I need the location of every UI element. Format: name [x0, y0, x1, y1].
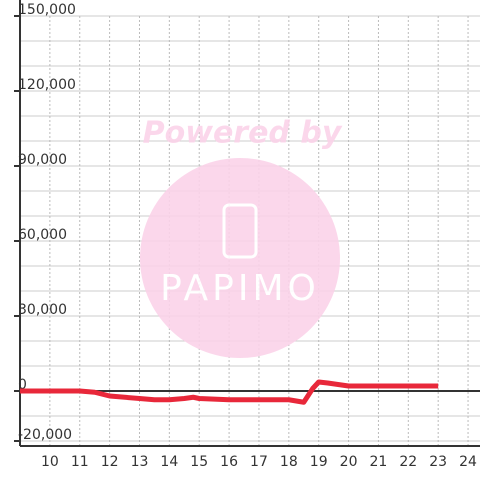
x-tick-label: 17	[250, 454, 268, 470]
x-tick-label: 11	[71, 454, 89, 470]
x-tick-label: 13	[131, 454, 149, 470]
y-tick-label: 150,000	[18, 2, 76, 18]
x-tick-label: 19	[310, 454, 328, 470]
y-tick-label: -20,000	[18, 427, 72, 443]
x-tick-label: 24	[459, 454, 477, 470]
x-tick-label: 16	[220, 454, 238, 470]
y-tick-label: 60,000	[18, 227, 67, 243]
x-tick-label: 12	[101, 454, 119, 470]
x-tick-label: 18	[280, 454, 298, 470]
y-tick-label: 30,000	[18, 302, 67, 318]
y-tick-label: 120,000	[18, 77, 76, 93]
x-tick-label: 21	[370, 454, 388, 470]
y-tick-label: 90,000	[18, 152, 67, 168]
x-tick-label: 15	[190, 454, 208, 470]
x-tick-label: 20	[340, 454, 358, 470]
line	[20, 379, 439, 405]
watermark-text: Powered by	[143, 116, 343, 151]
x-tick-label: 10	[41, 454, 59, 470]
x-tick-label: 23	[429, 454, 447, 470]
y-tick-label: 0	[18, 377, 27, 393]
watermark: Powered by PAPIMO	[140, 116, 343, 358]
watermark-phone	[222, 203, 258, 259]
x-tick-label: 14	[160, 454, 178, 470]
watermark-logo: PAPIMO	[160, 268, 320, 309]
x-tick-label: 22	[399, 454, 417, 470]
